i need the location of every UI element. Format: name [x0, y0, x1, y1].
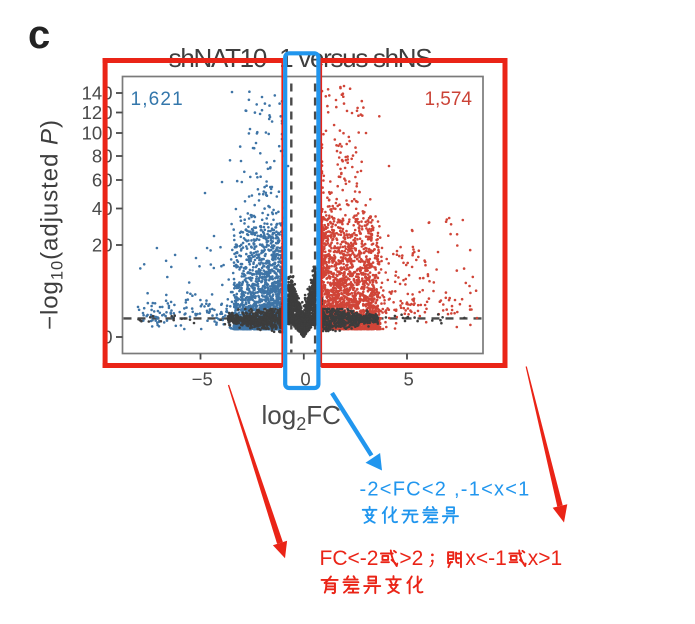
svg-text:100: 100 [82, 122, 113, 143]
svg-text:5: 5 [404, 369, 414, 390]
svg-text:−log10(adjusted P): −log10(adjusted P) [37, 119, 67, 330]
svg-text:80: 80 [92, 145, 113, 166]
svg-text:20: 20 [92, 234, 113, 255]
svg-text:c: c [28, 13, 50, 57]
svg-text:120: 120 [82, 102, 113, 123]
svg-text:140: 140 [82, 82, 113, 103]
svg-text:60: 60 [92, 169, 113, 190]
svg-text:−5: −5 [192, 369, 213, 390]
svg-text:40: 40 [92, 198, 113, 219]
svg-text:0: 0 [300, 369, 310, 390]
